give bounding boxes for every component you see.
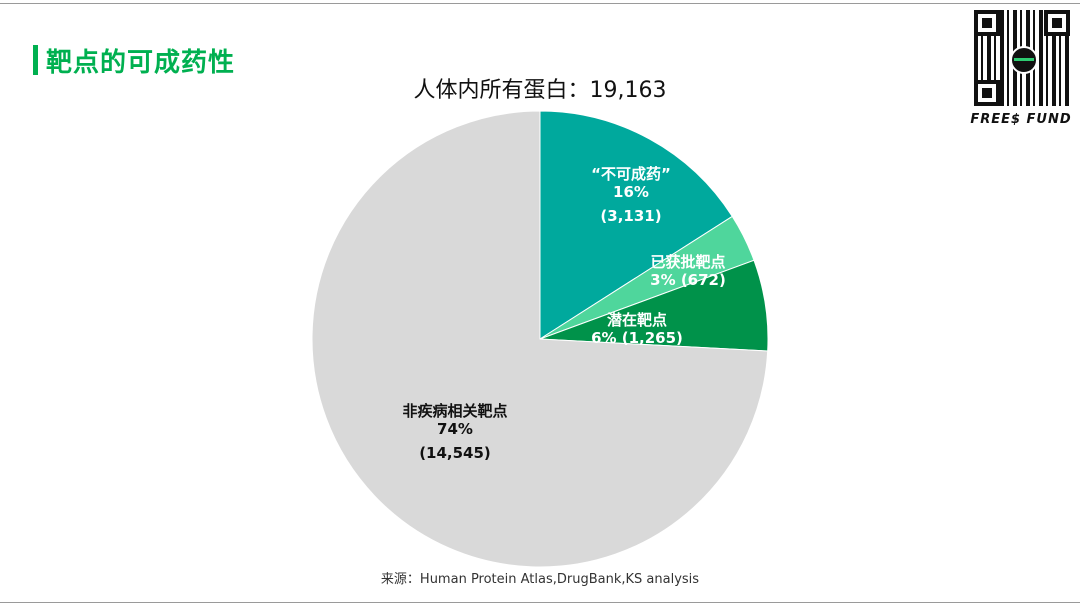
slice-value-label-2: 3% (672) bbox=[650, 271, 726, 289]
slice-name-label-3: 潜在靶点 bbox=[607, 311, 667, 329]
brand-name: FREE$ FUND bbox=[970, 112, 1072, 127]
slice-count-label-1: (3,131) bbox=[600, 207, 661, 225]
slice-name-label-4: 非疾病相关靶点 bbox=[402, 402, 507, 420]
slice-percent-label-4: 74% bbox=[437, 420, 473, 438]
qr-code-icon bbox=[974, 10, 1070, 106]
brand-logo: FREE$ FUND bbox=[968, 8, 1074, 132]
slice-count-label-4: (14,545) bbox=[419, 444, 491, 462]
slice-percent-label-1: 16% bbox=[613, 183, 649, 201]
source-note: 来源：Human Protein Atlas,DrugBank,KS analy… bbox=[380, 572, 700, 587]
title-accent-bar bbox=[33, 45, 38, 75]
chart-title: 人体内所有蛋白：19,163 bbox=[413, 78, 667, 103]
page-title: 靶点的可成药性 bbox=[46, 48, 236, 78]
slice-value-label-3: 6% (1,265) bbox=[591, 329, 683, 347]
slice-name-label-1: “不可成药” bbox=[591, 165, 671, 183]
bottom-divider bbox=[0, 602, 1080, 603]
slice-name-label-2: 已获批靶点 bbox=[650, 253, 725, 271]
top-divider bbox=[0, 3, 1080, 4]
pie-slice-4 bbox=[311, 110, 769, 568]
pie-slice-1 bbox=[539, 110, 733, 340]
